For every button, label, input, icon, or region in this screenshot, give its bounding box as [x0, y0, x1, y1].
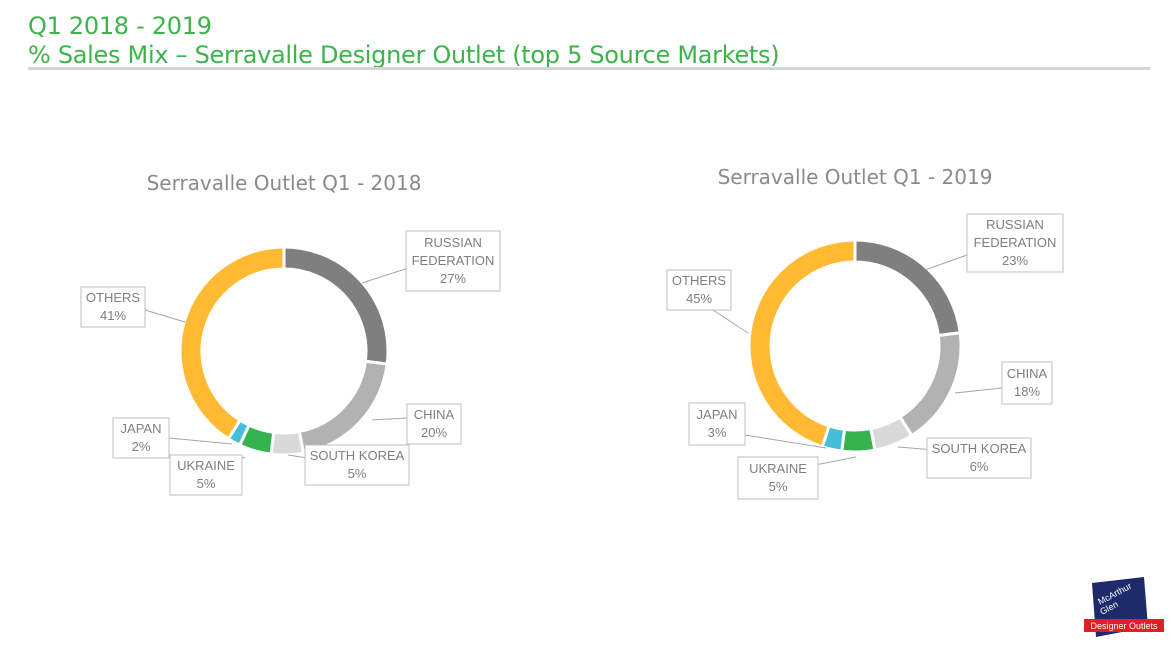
slice-south-korea	[269, 429, 306, 457]
data-label-box-ukraine	[737, 456, 819, 500]
data-label-others-0: OTHERS	[672, 273, 727, 288]
data-label-box-japan	[112, 417, 170, 459]
chart-title-2018: Serravalle Outlet Q1 - 2018	[147, 171, 422, 195]
slice-ukraine	[840, 426, 877, 454]
logo-banner	[1084, 619, 1164, 632]
leader-line-others	[144, 309, 186, 323]
data-label-ukraine-0: UKRAINE	[749, 461, 807, 476]
data-label-others-1: 41%	[100, 308, 126, 323]
slice-russian-federation	[282, 245, 390, 366]
data-label-china-0: CHINA	[414, 407, 455, 422]
donut-chart-2019: Serravalle Outlet Q1 - 2019 RUSSIAN FEDERA…	[666, 165, 1064, 500]
data-label-japan-0: JAPAN	[121, 421, 162, 436]
data-label-south-korea-1: 6%	[970, 459, 989, 474]
donut-chart-2018: Serravalle Outlet Q1 - 2018 RUSSIAN FEDERA…	[80, 171, 501, 496]
data-label-russian-federation-2: 27%	[440, 271, 466, 286]
slice-china	[897, 331, 963, 438]
data-label-box-japan	[688, 402, 746, 446]
slide-title-period: Q1 2018 - 2019	[28, 12, 212, 40]
data-label-china-0: CHINA	[1007, 366, 1048, 381]
data-label-box-china	[1001, 361, 1053, 405]
leader-line-japan	[744, 434, 827, 449]
data-label-china-1: 18%	[1014, 384, 1040, 399]
data-label-box-others	[80, 286, 146, 328]
slice-others	[178, 245, 286, 441]
mcarthurglen-logo: McArthur Glen Designer Outlets	[1084, 577, 1164, 637]
leader-line-china	[371, 417, 408, 421]
data-label-ukraine-1: 5%	[197, 476, 216, 491]
data-label-russian-federation-1: FEDERATION	[412, 253, 495, 268]
data-label-south-korea-0: SOUTH KOREA	[932, 441, 1027, 456]
data-label-russian-federation-2: 23%	[1002, 253, 1028, 268]
leader-line-japan	[168, 437, 233, 445]
logo-text-line3: Designer Outlets	[1090, 621, 1158, 631]
data-label-south-korea-0: SOUTH KOREA	[310, 448, 405, 463]
data-label-china-1: 20%	[421, 425, 447, 440]
data-label-box-ukraine	[169, 454, 243, 496]
leader-line-others	[709, 307, 749, 334]
slice-others	[747, 238, 857, 449]
data-label-box-others	[666, 269, 732, 311]
data-label-box-south-korea	[304, 444, 410, 486]
data-label-others-1: 45%	[686, 291, 712, 306]
chart-title-2019: Serravalle Outlet Q1 - 2019	[718, 165, 993, 189]
slide-title: % Sales Mix – Serravalle Designer Outlet…	[28, 41, 780, 69]
data-label-box-russian-federation	[405, 230, 501, 292]
data-label-russian-federation-0: RUSSIAN	[424, 235, 482, 250]
title-divider	[28, 67, 1150, 70]
slice-china	[297, 359, 389, 455]
data-label-ukraine-0: UKRAINE	[177, 458, 235, 473]
data-label-japan-0: JAPAN	[697, 407, 738, 422]
slice-russian-federation	[853, 238, 962, 338]
data-label-others-0: OTHERS	[86, 290, 141, 305]
data-label-box-china	[406, 403, 462, 445]
data-label-japan-1: 2%	[132, 439, 151, 454]
data-label-box-russian-federation	[966, 213, 1064, 273]
slide-header: Q1 2018 - 2019 % Sales Mix – Serravalle …	[28, 12, 1150, 70]
data-label-russian-federation-0: RUSSIAN	[986, 217, 1044, 232]
data-label-box-south-korea	[926, 437, 1032, 479]
leader-line-russian-federation	[924, 254, 968, 271]
data-label-south-korea-1: 5%	[348, 466, 367, 481]
data-label-russian-federation-1: FEDERATION	[974, 235, 1057, 250]
data-label-japan-1: 3%	[708, 425, 727, 440]
data-label-ukraine-1: 5%	[769, 479, 788, 494]
leader-line-china	[954, 387, 1003, 394]
